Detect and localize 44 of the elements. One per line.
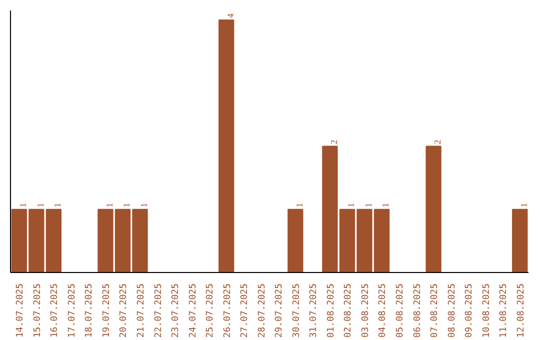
x-tick-label: 05.08.2025 [396, 283, 406, 338]
data-label: 1 [122, 202, 132, 208]
x-tick-label: 30.07.2025 [292, 283, 302, 338]
x-tick-label: 27.07.2025 [240, 283, 250, 338]
data-label: 1 [346, 202, 356, 208]
x-tick-label: 02.08.2025 [344, 283, 354, 338]
x-tick-label: 07.08.2025 [430, 283, 440, 338]
x-tick-label: 24.07.2025 [188, 283, 198, 338]
x-tick-label: 08.08.2025 [447, 283, 458, 338]
data-label: 1 [294, 202, 304, 208]
x-tick-label: 25.07.2025 [206, 283, 216, 338]
x-tick-label: 11.08.2025 [499, 283, 510, 338]
x-tick-label: 12.08.2025 [516, 283, 526, 338]
data-label: 2 [432, 140, 443, 144]
x-tick-label: 14.07.2025 [16, 283, 26, 338]
x-tick-label: 16.07.2025 [50, 283, 60, 338]
data-label: 1 [363, 202, 374, 208]
data-label: 1 [104, 202, 114, 208]
data-label: 1 [52, 202, 63, 208]
x-tick-label: 15.07.2025 [32, 283, 43, 338]
x-tick-label: 29.07.2025 [274, 283, 285, 338]
x-tick-label: 06.08.2025 [412, 283, 423, 338]
x-tick-label: 19.07.2025 [102, 283, 112, 338]
data-label: 1 [18, 202, 28, 208]
x-tick-label: 10.08.2025 [482, 283, 492, 338]
x-tick-label: 31.07.2025 [309, 283, 320, 338]
data-label: 4 [225, 12, 236, 18]
x-tick-label: 21.07.2025 [136, 283, 146, 338]
x-tick-label: 20.07.2025 [119, 283, 130, 338]
data-label: 1 [139, 202, 149, 208]
x-tick-label: 09.08.2025 [464, 283, 475, 338]
x-tick-label: 17.07.2025 [67, 283, 78, 338]
x-tick-label: 22.07.2025 [154, 283, 164, 338]
data-label: 1 [35, 202, 46, 208]
data-label: 2 [328, 140, 339, 144]
x-tick-label: 26.07.2025 [222, 283, 233, 338]
data-label: 1 [380, 202, 391, 208]
x-tick-label: 18.07.2025 [84, 283, 95, 338]
data-label: 1 [518, 202, 529, 208]
x-tick-label: 04.08.2025 [378, 283, 388, 338]
x-tick-label: 28.07.2025 [257, 283, 268, 338]
x-tick-label: 03.08.2025 [360, 283, 371, 338]
x-tick-label: 23.07.2025 [171, 283, 182, 338]
x-tick-label: 01.08.2025 [326, 283, 336, 338]
